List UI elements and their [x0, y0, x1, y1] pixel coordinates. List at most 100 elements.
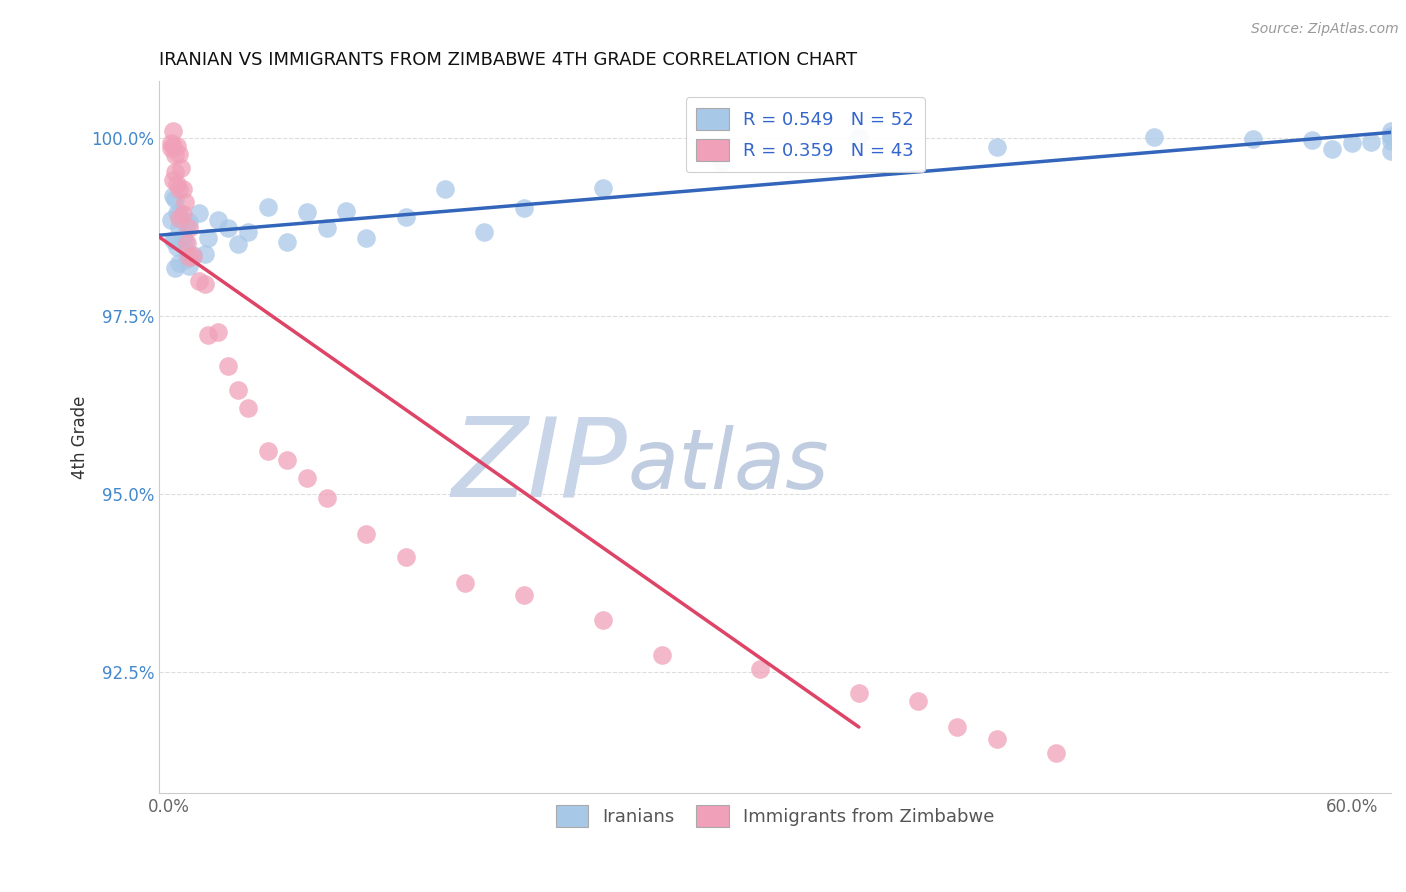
Point: [166, 240, 188, 254]
Point: [170, 236, 193, 251]
Point: [187, 206, 209, 220]
Point: [181, 248, 204, 262]
Point: [176, 235, 198, 250]
Point: [166, 138, 188, 153]
Point: [513, 588, 536, 602]
Point: [1340, 136, 1362, 151]
Point: [226, 237, 249, 252]
Point: [295, 470, 318, 484]
Point: [163, 192, 186, 206]
Point: [217, 220, 239, 235]
Point: [177, 214, 200, 228]
Point: [433, 182, 456, 196]
Legend: Iranians, Immigrants from Zimbabwe: Iranians, Immigrants from Zimbabwe: [548, 797, 1002, 834]
Point: [170, 213, 193, 227]
Point: [986, 731, 1008, 746]
Point: [986, 140, 1008, 154]
Text: atlas: atlas: [627, 425, 830, 507]
Point: [162, 139, 184, 153]
Point: [163, 233, 186, 247]
Point: [354, 526, 377, 541]
Point: [173, 235, 195, 249]
Point: [454, 576, 477, 591]
Point: [315, 491, 337, 505]
Point: [1379, 134, 1402, 148]
Point: [172, 207, 194, 221]
Point: [1379, 124, 1402, 138]
Point: [173, 195, 195, 210]
Point: [1360, 135, 1382, 149]
Point: [162, 124, 184, 138]
Point: [172, 182, 194, 196]
Point: [197, 230, 219, 244]
Point: [163, 261, 186, 276]
Point: [207, 212, 229, 227]
Point: [172, 230, 194, 244]
Point: [170, 161, 193, 175]
Point: [1045, 747, 1067, 761]
Point: [256, 444, 278, 458]
Point: [167, 219, 190, 234]
Point: [276, 235, 298, 250]
Point: [315, 221, 337, 235]
Point: [177, 221, 200, 235]
Y-axis label: 4th Grade: 4th Grade: [72, 396, 89, 479]
Point: [236, 401, 259, 416]
Point: [256, 200, 278, 214]
Point: [354, 231, 377, 245]
Point: [163, 147, 186, 161]
Point: [162, 189, 184, 203]
Point: [848, 686, 870, 700]
Point: [226, 383, 249, 397]
Point: [749, 662, 772, 676]
Point: [513, 201, 536, 215]
Point: [474, 226, 496, 240]
Point: [848, 129, 870, 144]
Point: [187, 274, 209, 288]
Point: [166, 205, 188, 219]
Point: [160, 213, 183, 227]
Point: [276, 453, 298, 467]
Point: [1301, 133, 1323, 147]
Point: [236, 225, 259, 239]
Point: [335, 203, 357, 218]
Point: [1320, 142, 1343, 156]
Point: [946, 720, 969, 734]
Point: [295, 204, 318, 219]
Point: [1379, 128, 1402, 143]
Point: [193, 247, 215, 261]
Point: [167, 255, 190, 269]
Point: [176, 252, 198, 267]
Point: [592, 613, 614, 627]
Point: [166, 178, 188, 192]
Point: [177, 250, 200, 264]
Point: [160, 141, 183, 155]
Point: [163, 164, 186, 178]
Point: [177, 259, 200, 273]
Text: ZIP: ZIP: [451, 412, 627, 519]
Point: [394, 210, 416, 224]
Point: [167, 211, 190, 225]
Point: [162, 173, 184, 187]
Point: [162, 234, 184, 248]
Point: [193, 277, 215, 291]
Point: [1379, 144, 1402, 158]
Point: [167, 182, 190, 196]
Point: [1241, 132, 1264, 146]
Point: [217, 359, 239, 373]
Point: [207, 325, 229, 339]
Point: [173, 215, 195, 229]
Point: [167, 206, 190, 220]
Point: [1379, 128, 1402, 143]
Point: [592, 181, 614, 195]
Point: [907, 694, 929, 708]
Text: IRANIAN VS IMMIGRANTS FROM ZIMBABWE 4TH GRADE CORRELATION CHART: IRANIAN VS IMMIGRANTS FROM ZIMBABWE 4TH …: [159, 51, 858, 69]
Point: [181, 248, 204, 262]
Point: [394, 549, 416, 564]
Point: [197, 328, 219, 343]
Point: [167, 146, 190, 161]
Point: [160, 136, 183, 150]
Text: Source: ZipAtlas.com: Source: ZipAtlas.com: [1251, 22, 1399, 37]
Point: [1143, 130, 1166, 145]
Point: [710, 155, 733, 169]
